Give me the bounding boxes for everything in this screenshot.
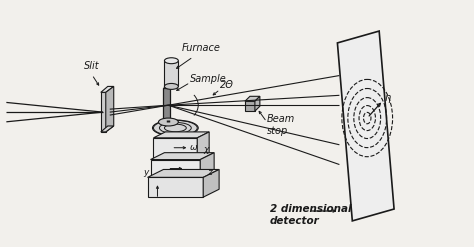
Polygon shape — [101, 126, 114, 132]
Polygon shape — [147, 169, 219, 177]
Ellipse shape — [164, 58, 178, 64]
Polygon shape — [101, 86, 114, 92]
Text: Beam
stop: Beam stop — [267, 114, 295, 136]
Text: χ: χ — [203, 145, 209, 154]
Polygon shape — [200, 153, 214, 177]
Polygon shape — [203, 169, 219, 197]
Polygon shape — [154, 132, 209, 138]
Text: 2 dimensional
detector: 2 dimensional detector — [270, 204, 351, 226]
Text: z: z — [207, 168, 211, 177]
Polygon shape — [147, 177, 203, 197]
Polygon shape — [164, 61, 178, 86]
Polygon shape — [151, 153, 214, 160]
Polygon shape — [164, 88, 170, 122]
Polygon shape — [106, 86, 114, 132]
Polygon shape — [154, 138, 197, 160]
Polygon shape — [337, 31, 394, 221]
Text: Sample: Sample — [190, 74, 227, 83]
Text: y: y — [143, 168, 148, 177]
Ellipse shape — [164, 83, 178, 89]
Text: 2Θ: 2Θ — [220, 81, 234, 90]
Polygon shape — [101, 92, 106, 132]
Ellipse shape — [153, 120, 198, 136]
Text: Slit: Slit — [84, 61, 100, 71]
Polygon shape — [245, 96, 260, 101]
Ellipse shape — [158, 118, 178, 126]
Polygon shape — [151, 160, 200, 177]
Text: η: η — [384, 93, 390, 103]
Polygon shape — [197, 132, 209, 160]
Text: Furnace: Furnace — [182, 43, 220, 53]
Polygon shape — [245, 101, 255, 111]
Polygon shape — [164, 83, 178, 88]
Text: ω: ω — [190, 143, 198, 152]
Polygon shape — [255, 96, 260, 111]
